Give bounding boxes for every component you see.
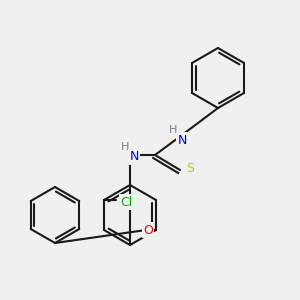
Text: Cl: Cl (120, 196, 132, 208)
Text: N: N (129, 151, 139, 164)
Text: H: H (121, 142, 129, 152)
Text: N: N (177, 134, 187, 146)
Text: O: O (143, 224, 153, 236)
Text: S: S (186, 161, 194, 175)
Text: H: H (169, 125, 177, 135)
